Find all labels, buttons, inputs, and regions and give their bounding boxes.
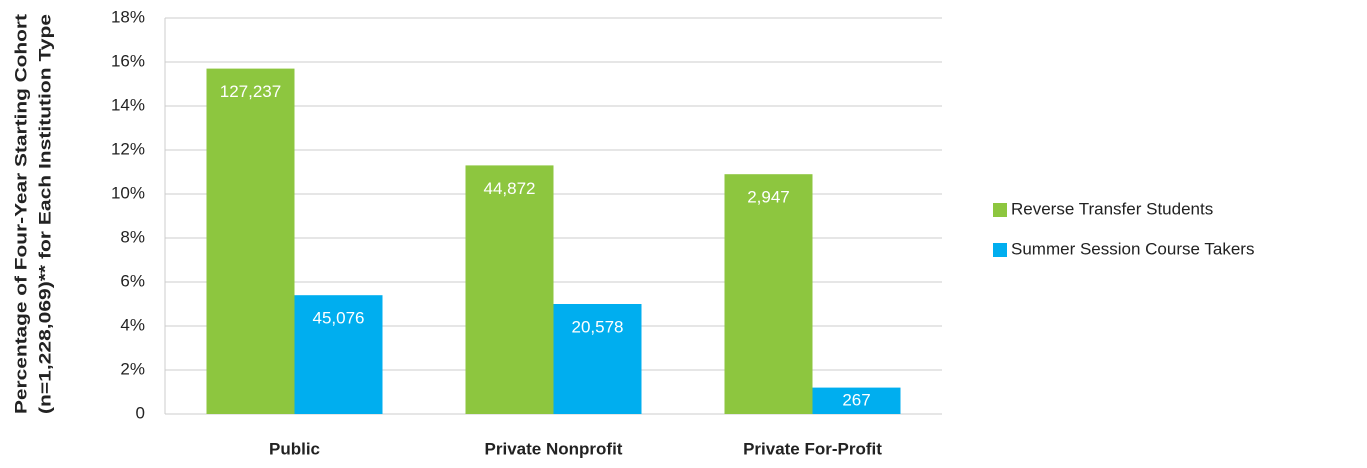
legend-swatch [993, 243, 1007, 257]
x-tick-label: Private Nonprofit [485, 439, 623, 458]
y-tick-label: 16% [111, 51, 145, 70]
bar [294, 295, 383, 414]
y-tick-label: 0 [136, 403, 145, 422]
bar-value-label: 127,237 [220, 82, 281, 101]
y-tick-label: 12% [111, 139, 145, 158]
y-tick-label: 8% [120, 227, 145, 246]
y-tick-label: 2% [120, 359, 145, 378]
bar [553, 304, 642, 414]
y-axis-label: Percentage of Four-Year Starting Cohort … [11, 14, 54, 414]
x-tick-label: Private For-Profit [743, 439, 882, 458]
bar-value-label: 2,947 [747, 188, 790, 207]
legend-label: Summer Session Course Takers [1011, 239, 1254, 258]
bar [206, 68, 295, 414]
bar [812, 387, 901, 414]
bar-value-label: 45,076 [313, 309, 365, 328]
y-tick-label: 10% [111, 183, 145, 202]
y-tick-label: 6% [120, 271, 145, 290]
bar-value-label: 267 [842, 390, 870, 409]
y-axis-label-line: Percentage of Four-Year Starting Cohort [11, 14, 30, 414]
legend-label: Reverse Transfer Students [1011, 199, 1213, 218]
x-tick-label: Public [269, 439, 320, 458]
y-tick-label: 14% [111, 95, 145, 114]
y-axis-label-line: (n=1,228,069)** for Each Institution Typ… [35, 14, 54, 414]
bar-value-label: 44,872 [484, 179, 536, 198]
y-tick-label: 18% [111, 7, 145, 26]
legend-swatch [993, 203, 1007, 217]
bar-value-label: 20,578 [572, 317, 624, 336]
y-tick-label: 4% [120, 315, 145, 334]
bar [724, 174, 813, 414]
bar [465, 165, 554, 414]
